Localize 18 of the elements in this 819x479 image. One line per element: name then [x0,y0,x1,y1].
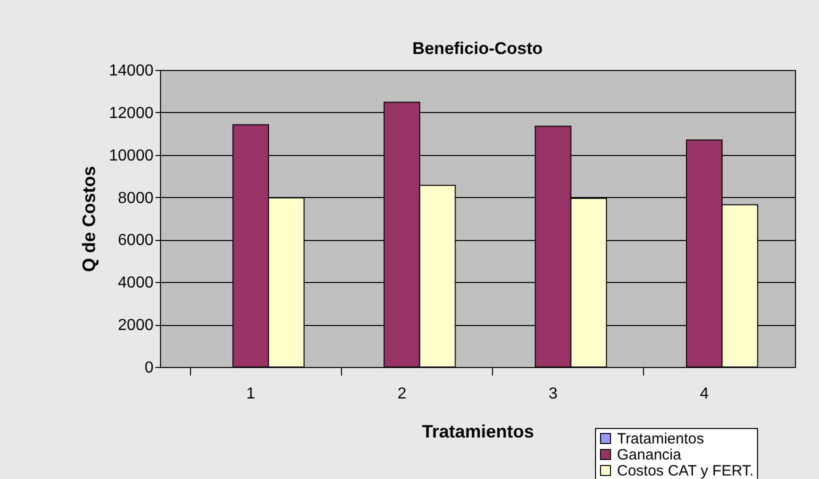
y-tick-label: 2000 [118,317,154,334]
x-tick-label: 2 [397,386,406,402]
x-axis-title: Tratamientos [422,422,534,442]
legend-label: Costos CAT y FERT. [617,462,754,479]
x-tick-label: 3 [548,386,558,402]
y-tick-label: 10000 [109,147,154,164]
legend-label: Ganancia [617,446,682,464]
y-tick-label: 12000 [109,104,154,122]
legend-label: Tratamientos [617,430,704,448]
y-tick-label: 14000 [109,62,154,80]
y-tick-label: 6000 [118,232,154,250]
chart-title: Beneficio-Costo [412,39,543,58]
y-tick-label: 4000 [118,274,154,292]
x-tick-label: 1 [246,386,256,402]
y-axis-title: Q de Costos [79,166,100,272]
y-tick-label: 8000 [118,190,154,207]
x-tick-label: 4 [700,386,709,402]
y-tick-label: 0 [144,360,154,376]
